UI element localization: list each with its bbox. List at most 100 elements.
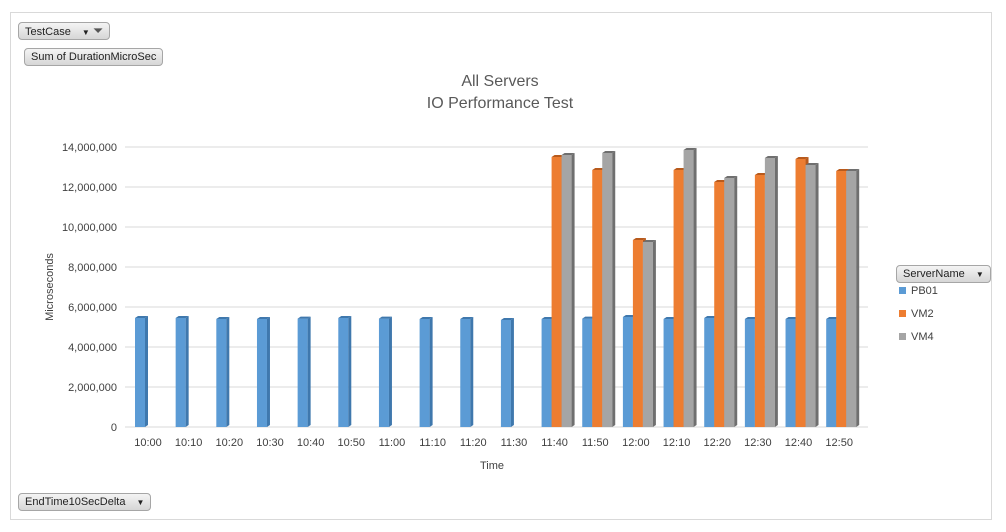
x-tick-label: 12:30 (744, 437, 772, 449)
filter-field-label: TestCase (25, 26, 71, 38)
bar-top-vm4 (683, 148, 697, 150)
bar-vm2 (673, 170, 684, 427)
chart-subtitle: IO Performance Test (427, 95, 574, 112)
x-tick-label: 11:20 (460, 437, 487, 449)
bar-top-pb01 (704, 316, 718, 318)
y-tick-label: 14,000,000 (62, 142, 117, 154)
bar-top-vm4 (764, 156, 778, 158)
bar-side-vm4 (734, 176, 738, 427)
bar-pb01 (256, 319, 267, 427)
y-tick-label: 8,000,000 (68, 262, 117, 274)
bar-top-vm2 (551, 155, 565, 157)
bar-vm2 (551, 157, 562, 427)
bar-top-pb01 (541, 317, 555, 319)
bar-top-pb01 (216, 317, 230, 319)
bar-pb01 (785, 319, 796, 427)
bar-pb01 (744, 319, 755, 427)
bar-top-vm4 (724, 176, 738, 178)
bar-side-vm4 (774, 156, 778, 427)
y-axis-title: Microseconds (44, 253, 56, 321)
bar-side-pb01 (388, 316, 392, 427)
bar-vm4 (805, 165, 816, 427)
y-tick-label: 0 (111, 422, 117, 434)
bar-pb01 (175, 318, 186, 427)
legend-field-button[interactable]: ServerName ▼ (896, 265, 991, 283)
x-tick-label: 12:40 (785, 437, 813, 449)
bar-top-pb01 (582, 316, 596, 319)
bar-top-pb01 (175, 316, 189, 318)
bar-vm4 (561, 155, 572, 427)
bar-top-vm4 (846, 169, 860, 171)
bar-side-vm4 (693, 148, 697, 427)
bar-pb01 (500, 320, 511, 427)
axis-field-button[interactable]: EndTime10SecDelta ▼ (18, 493, 152, 511)
bar-top-vm2 (795, 157, 809, 159)
bar-top-pb01 (338, 316, 352, 318)
bar-top-pb01 (785, 317, 799, 319)
bar-side-pb01 (226, 317, 230, 427)
legend-swatch-vm4 (899, 333, 906, 340)
bar-top-pb01 (297, 316, 311, 319)
bar-vm4 (846, 171, 857, 427)
bar-top-vm2 (592, 168, 606, 170)
bar-top-pb01 (500, 318, 514, 320)
bar-side-pb01 (145, 316, 148, 427)
bar-top-pb01 (622, 315, 636, 317)
bar-top-vm4 (642, 240, 656, 242)
dropdown-arrow-icon: ▼ (975, 270, 984, 279)
value-field-button[interactable]: Sum of DurationMicroSec (24, 48, 164, 66)
dropdown-arrow-icon: ▼ (81, 28, 90, 37)
y-tick-label: 10,000,000 (62, 222, 117, 234)
x-tick-label: 10:10 (175, 437, 203, 449)
x-tick-label: 12:50 (825, 437, 853, 449)
bar-top-pb01 (378, 316, 392, 319)
bar-pb01 (622, 317, 633, 427)
x-tick-label: 11:30 (501, 437, 528, 449)
bar-pb01 (582, 318, 593, 427)
x-tick-label: 10:50 (338, 437, 366, 449)
bar-pb01 (704, 318, 715, 427)
y-tick-label: 12,000,000 (62, 182, 117, 194)
filter-field-button[interactable]: TestCase ▼ ⏷ (18, 22, 111, 40)
bar-vm2 (836, 171, 847, 427)
bar-pb01 (419, 319, 430, 427)
x-tick-label: 11:50 (582, 437, 609, 449)
bar-side-vm4 (571, 153, 575, 427)
bar-pb01 (378, 318, 389, 427)
bar-top-pb01 (135, 316, 148, 318)
bar-side-pb01 (470, 317, 474, 427)
bar-top-vm4 (561, 153, 575, 155)
bar-top-pb01 (460, 317, 474, 319)
bar-side-pb01 (185, 316, 189, 427)
y-tick-label: 4,000,000 (68, 342, 117, 354)
bar-top-vm2 (673, 168, 687, 170)
value-field-label: Sum of DurationMicroSec (31, 51, 157, 63)
bar-top-pb01 (744, 317, 758, 319)
filter-funnel-icon: ⏷ (92, 23, 104, 38)
x-tick-label: 10:30 (256, 437, 284, 449)
bar-pb01 (460, 319, 471, 427)
bar-top-vm2 (836, 169, 850, 171)
bar-vm2 (714, 182, 725, 427)
bar-vm4 (724, 178, 735, 427)
bar-side-vm4 (612, 151, 616, 427)
bar-pb01 (297, 318, 308, 427)
x-tick-label: 10:20 (216, 437, 244, 449)
bar-side-pb01 (348, 316, 352, 427)
x-tick-label: 11:40 (541, 437, 568, 449)
bar-vm2 (795, 159, 806, 427)
x-tick-label: 12:10 (663, 437, 691, 449)
x-tick-label: 10:00 (134, 437, 162, 449)
bar-top-vm2 (754, 173, 768, 175)
bar-vm2 (592, 170, 603, 427)
y-tick-label: 2,000,000 (68, 382, 117, 394)
x-tick-label: 11:00 (379, 437, 406, 449)
bar-top-pb01 (663, 317, 677, 319)
bar-vm4 (764, 158, 775, 427)
bar-pb01 (826, 319, 837, 427)
bar-vm2 (754, 175, 765, 427)
chart-frame (10, 12, 992, 520)
bar-side-pb01 (429, 317, 433, 427)
